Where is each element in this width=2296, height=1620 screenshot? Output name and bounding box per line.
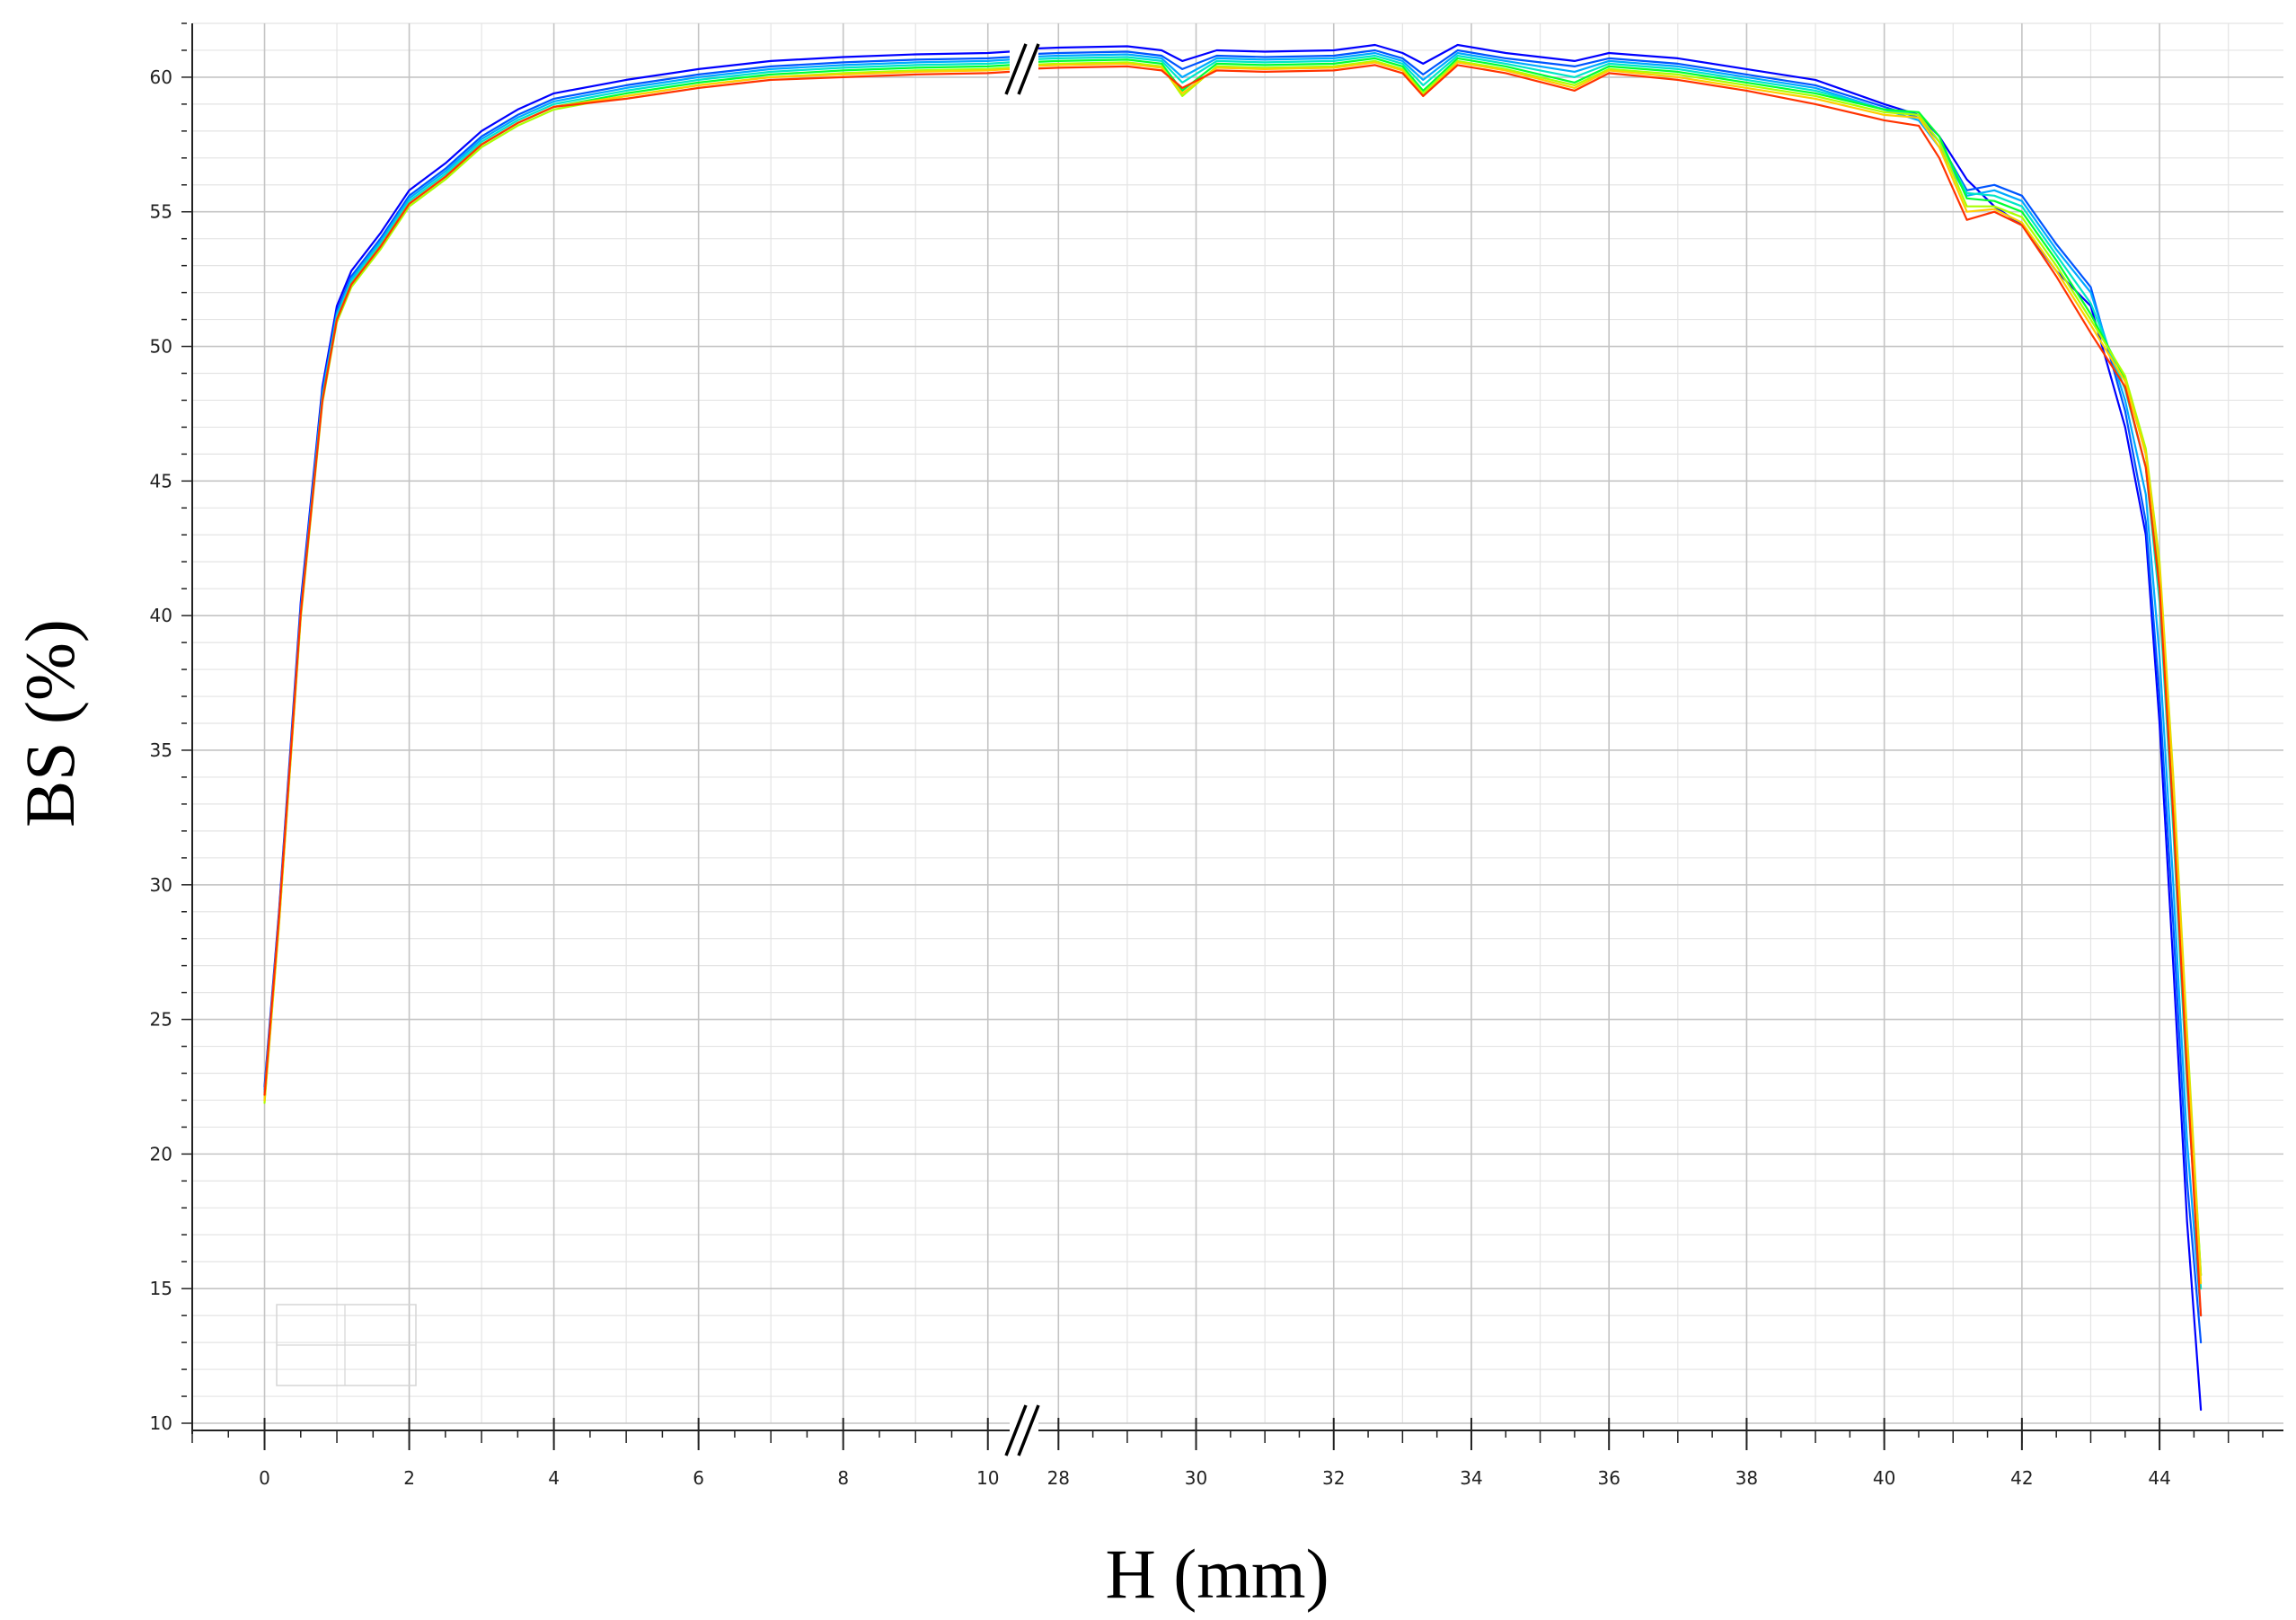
minor-grid (191, 22, 2283, 1423)
axis-break-marks (1004, 43, 1040, 1456)
y-tick-label: 20 (150, 1143, 172, 1164)
x-tick-label: 8 (837, 1467, 849, 1489)
x-tick-label: 44 (2148, 1467, 2170, 1489)
y-tick-label: 15 (150, 1278, 172, 1299)
axis-break-slash (1017, 43, 1040, 95)
y-tick-label: 50 (150, 336, 172, 358)
x-tick-label: 30 (1185, 1467, 1207, 1489)
series-line-2 (263, 49, 2203, 1344)
x-tick-label: 38 (1735, 1467, 1758, 1489)
y-tick-label: 25 (150, 1009, 172, 1031)
x-tick-label: 2 (403, 1467, 415, 1489)
x-tick-label: 42 (2010, 1467, 2033, 1489)
y-axis: 10 15 20 25 30 35 40 45 50 55 60 (150, 22, 193, 1434)
x-tick-label: 36 (1597, 1467, 1620, 1489)
x-tick-label: 0 (259, 1467, 270, 1489)
y-tick-label: 35 (150, 739, 172, 761)
y-tick-label: 45 (150, 470, 172, 491)
x-tick-label: 40 (1873, 1467, 1895, 1489)
y-tick-label: 10 (150, 1412, 172, 1434)
x-tick-label: 6 (693, 1467, 704, 1489)
y-tick-label: 60 (150, 66, 172, 88)
axis-break-slash (1004, 43, 1028, 95)
series-line-8 (263, 64, 2203, 1317)
series-line-4 (263, 54, 2203, 1290)
y-axis-title: BS (%) (11, 619, 89, 828)
x-axis: 0 2 4 6 8 10 28 30 32 34 36 38 40 42 44 (191, 1418, 2283, 1489)
x-tick-label: 4 (548, 1467, 560, 1489)
axis-break-slash (1004, 1404, 1028, 1456)
x-tick-label: 32 (1322, 1467, 1345, 1489)
x-tick-label: 34 (1460, 1467, 1482, 1489)
major-grid (192, 23, 2283, 1424)
y-tick-label: 55 (150, 201, 172, 223)
series-group (263, 43, 2203, 1412)
series-line-6 (263, 59, 2203, 1277)
x-tick-label: 10 (976, 1467, 999, 1489)
x-axis-title: H (mm) (1105, 1535, 1329, 1613)
axis-break-slash (1017, 1404, 1040, 1456)
series-line-3 (263, 51, 2203, 1317)
y-tick-label: 40 (150, 605, 172, 626)
y-tick-label: 30 (150, 874, 172, 896)
x-tick-label: 28 (1047, 1467, 1070, 1489)
